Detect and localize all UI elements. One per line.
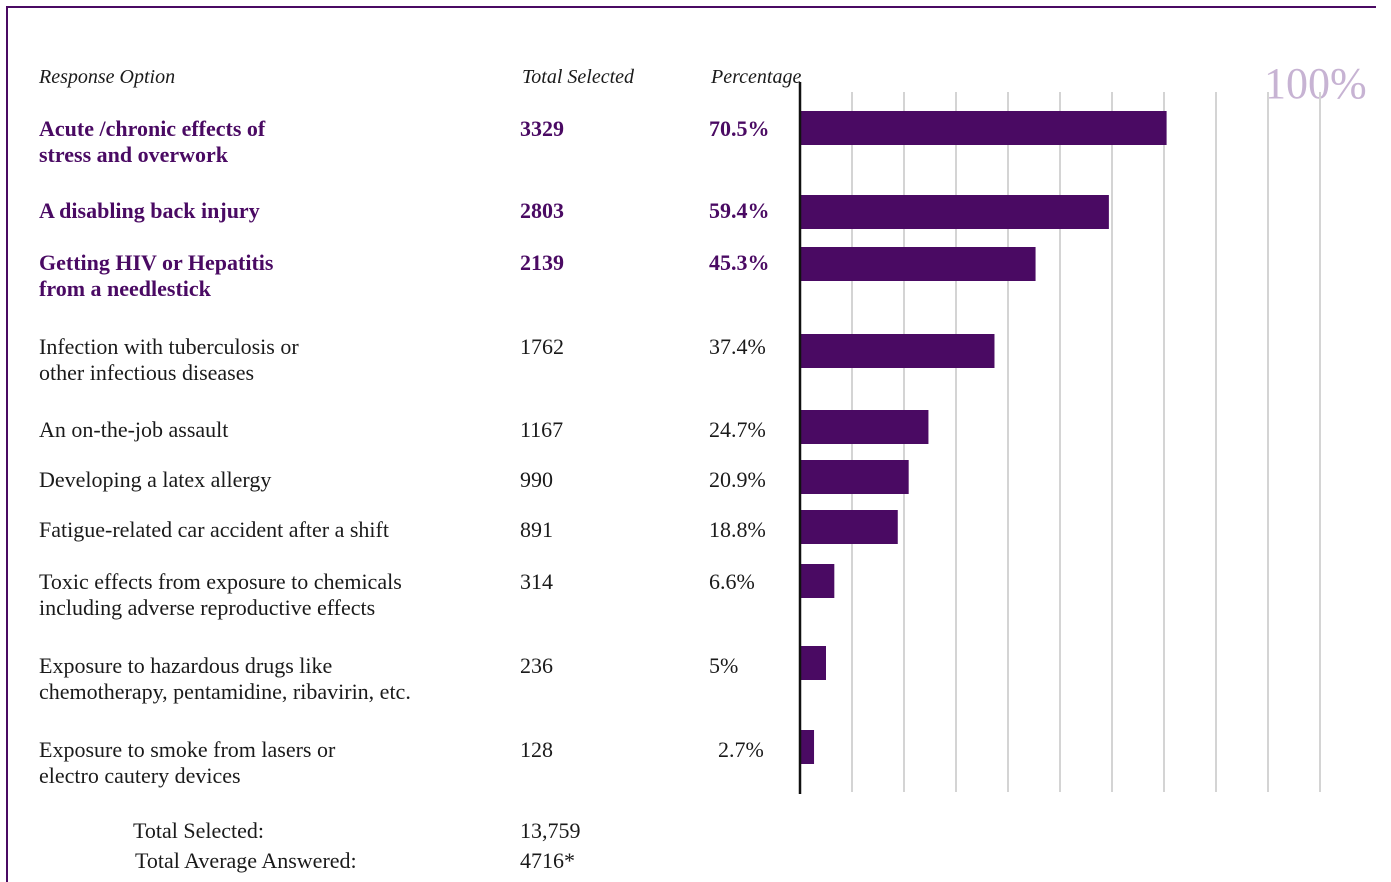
header-total-selected: Total Selected	[522, 66, 635, 88]
total-selected-value: 236	[520, 653, 553, 678]
response-option-line: other infectious diseases	[39, 360, 255, 385]
percentage-label: 59.4%	[709, 198, 770, 223]
response-option-line: Fatigue-related car accident after a shi…	[39, 517, 389, 542]
total-selected-value: 13,759	[520, 818, 581, 843]
bar	[800, 646, 826, 680]
total-answered-value: 4716*	[520, 848, 575, 873]
response-option-line: Infection with tuberculosis or	[39, 334, 299, 359]
total-selected-value: 314	[520, 569, 553, 594]
bar	[800, 510, 898, 544]
response-option-label: Acute /chronic effects of stress and over…	[39, 116, 499, 168]
response-option-label: Exposure to smoke from lasers or electro …	[39, 737, 499, 789]
percentage-label: 45.3%	[709, 250, 770, 275]
response-option-line: electro cautery devices	[39, 763, 241, 788]
bar	[800, 410, 929, 444]
frame-top-border	[6, 6, 1376, 8]
header-percentage: Percentage	[711, 66, 802, 88]
percentage-label: 24.7%	[709, 417, 766, 442]
bar	[800, 247, 1036, 281]
response-option-label: Getting HIV or Hepatitis from a needlesti…	[39, 250, 499, 302]
bar	[800, 460, 909, 494]
total-selected-label: Total Selected:	[133, 818, 265, 843]
response-option-label: Exposure to hazardous drugs like chemothe…	[39, 653, 499, 705]
total-selected-value: 128	[520, 737, 553, 762]
total-selected-value: 3329	[520, 116, 564, 141]
scale-max-label: 100%	[1264, 59, 1367, 108]
total-selected-value: 990	[520, 467, 553, 492]
response-option-line: Getting HIV or Hepatitis	[39, 250, 274, 275]
percentage-label: 5%	[709, 653, 739, 678]
response-option-label: Infection with tuberculosis or other infe…	[39, 334, 499, 386]
total-answered-label: Total Average Answered:	[135, 848, 357, 873]
total-selected-value: 1762	[520, 334, 564, 359]
bar	[800, 730, 815, 764]
response-option-line: Exposure to smoke from lasers or	[39, 737, 336, 762]
bar	[800, 334, 995, 368]
percentage-label: 18.8%	[709, 517, 766, 542]
response-option-line: Toxic effects from exposure to chemicals	[39, 569, 402, 594]
total-selected-value: 1167	[520, 417, 564, 442]
response-option-line: stress and overwork	[39, 142, 229, 167]
percentage-label: 20.9%	[709, 467, 766, 492]
response-option-line: Acute /chronic effects of	[39, 116, 266, 141]
response-option-line: An on-the-job assault	[39, 417, 229, 442]
bar	[800, 195, 1109, 229]
header-response-option: Response Option	[39, 66, 176, 88]
total-selected-value: 2803	[520, 198, 564, 223]
response-option-line: Developing a latex allergy	[39, 467, 272, 492]
response-option-label: An on-the-job assault	[39, 417, 499, 443]
percentage-label: 37.4%	[709, 334, 766, 359]
response-option-label: Developing a latex allergy	[39, 467, 499, 493]
percentage-label: 6.6%	[709, 569, 755, 594]
total-selected-value: 891	[520, 517, 553, 542]
total-selected-value: 2139	[520, 250, 564, 275]
percentage-label: 70.5%	[709, 116, 770, 141]
response-option-label: Toxic effects from exposure to chemicals…	[39, 569, 499, 621]
response-option-line: Exposure to hazardous drugs like	[39, 653, 333, 678]
response-option-label: A disabling back injury	[39, 198, 499, 224]
percentage-bar-chart	[798, 82, 1321, 794]
response-option-line: A disabling back injury	[39, 198, 260, 223]
response-option-line: including adverse reproductive effects	[39, 595, 376, 620]
frame-left-border	[6, 6, 8, 882]
response-option-label: Fatigue-related car accident after a shi…	[39, 517, 499, 543]
response-option-line: chemotherapy, pentamidine, ribavirin, et…	[39, 679, 411, 704]
bar	[800, 564, 835, 598]
bar	[800, 111, 1167, 145]
percentage-label: 2.7%	[718, 737, 764, 762]
response-option-line: from a needlestick	[39, 276, 211, 301]
